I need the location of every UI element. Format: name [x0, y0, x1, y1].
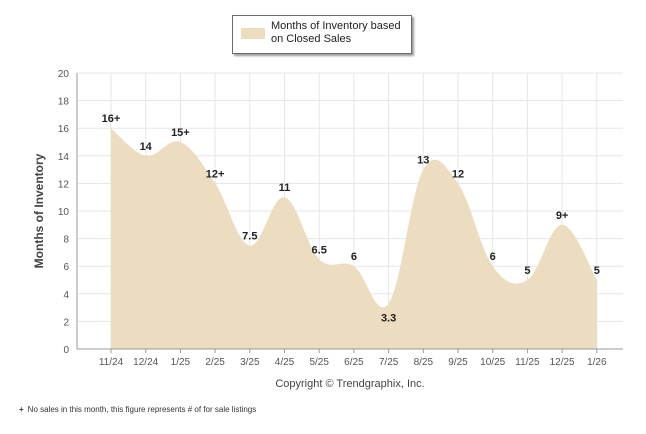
y-tick-label: 18 [58, 97, 70, 108]
data-label: 6 [490, 251, 496, 263]
y-tick-label: 6 [63, 262, 69, 273]
x-tick-label: 11/25 [515, 357, 540, 368]
data-label: 5 [524, 265, 530, 277]
y-axis-title: Months of Inventory [32, 153, 46, 268]
y-tick-label: 16 [58, 124, 70, 135]
footnote-mark: + [19, 405, 24, 414]
y-tick-label: 0 [63, 345, 69, 356]
x-tick-label: 9/25 [448, 357, 468, 368]
data-label: 5 [594, 265, 600, 277]
data-label: 15+ [171, 127, 190, 139]
data-label: 12+ [206, 168, 225, 180]
y-tick-label: 14 [58, 152, 70, 163]
footnote-text: No sales in this month, this figure repr… [27, 405, 257, 414]
chart-legend: Months of Inventory based on Closed Sale… [232, 15, 412, 54]
data-label: 14 [140, 141, 153, 153]
legend-label: Months of Inventory based on Closed Sale… [271, 20, 401, 45]
data-label: 3.3 [381, 312, 396, 324]
series-area [111, 128, 597, 349]
y-tick-label: 2 [63, 317, 69, 328]
data-label: 12 [452, 168, 464, 180]
data-label: 13 [417, 155, 429, 167]
x-tick-label: 4/25 [275, 357, 295, 368]
data-label: 9+ [556, 210, 569, 222]
y-tick-label: 20 [58, 69, 70, 80]
x-axis-caption: Copyright © Trendgraphix, Inc. [275, 378, 424, 390]
x-tick-label: 3/25 [240, 357, 260, 368]
data-label: 6 [351, 251, 357, 263]
data-label: 11 [279, 182, 291, 194]
x-tick-label: 11/24 [99, 357, 124, 368]
legend-swatch [241, 28, 265, 39]
x-tick-label: 12/24 [133, 357, 158, 368]
data-label: 16+ [102, 113, 121, 125]
data-label: 6.5 [312, 244, 327, 256]
y-tick-label: 4 [63, 290, 69, 301]
x-tick-label: 7/25 [379, 357, 399, 368]
x-tick-label: 8/25 [414, 357, 434, 368]
x-tick-label: 1/25 [171, 357, 191, 368]
footnote: + No sales in this month, this figure rep… [19, 405, 256, 414]
data-label: 7.5 [242, 231, 257, 243]
y-tick-label: 10 [58, 207, 70, 218]
x-tick-label: 10/25 [480, 357, 505, 368]
x-tick-label: 6/25 [344, 357, 364, 368]
y-tick-label: 12 [58, 179, 70, 190]
x-tick-label: 12/25 [550, 357, 575, 368]
y-tick-label: 8 [63, 235, 69, 246]
x-tick-label: 2/25 [205, 357, 225, 368]
x-tick-label: 1/26 [587, 357, 607, 368]
x-tick-label: 5/25 [309, 357, 329, 368]
